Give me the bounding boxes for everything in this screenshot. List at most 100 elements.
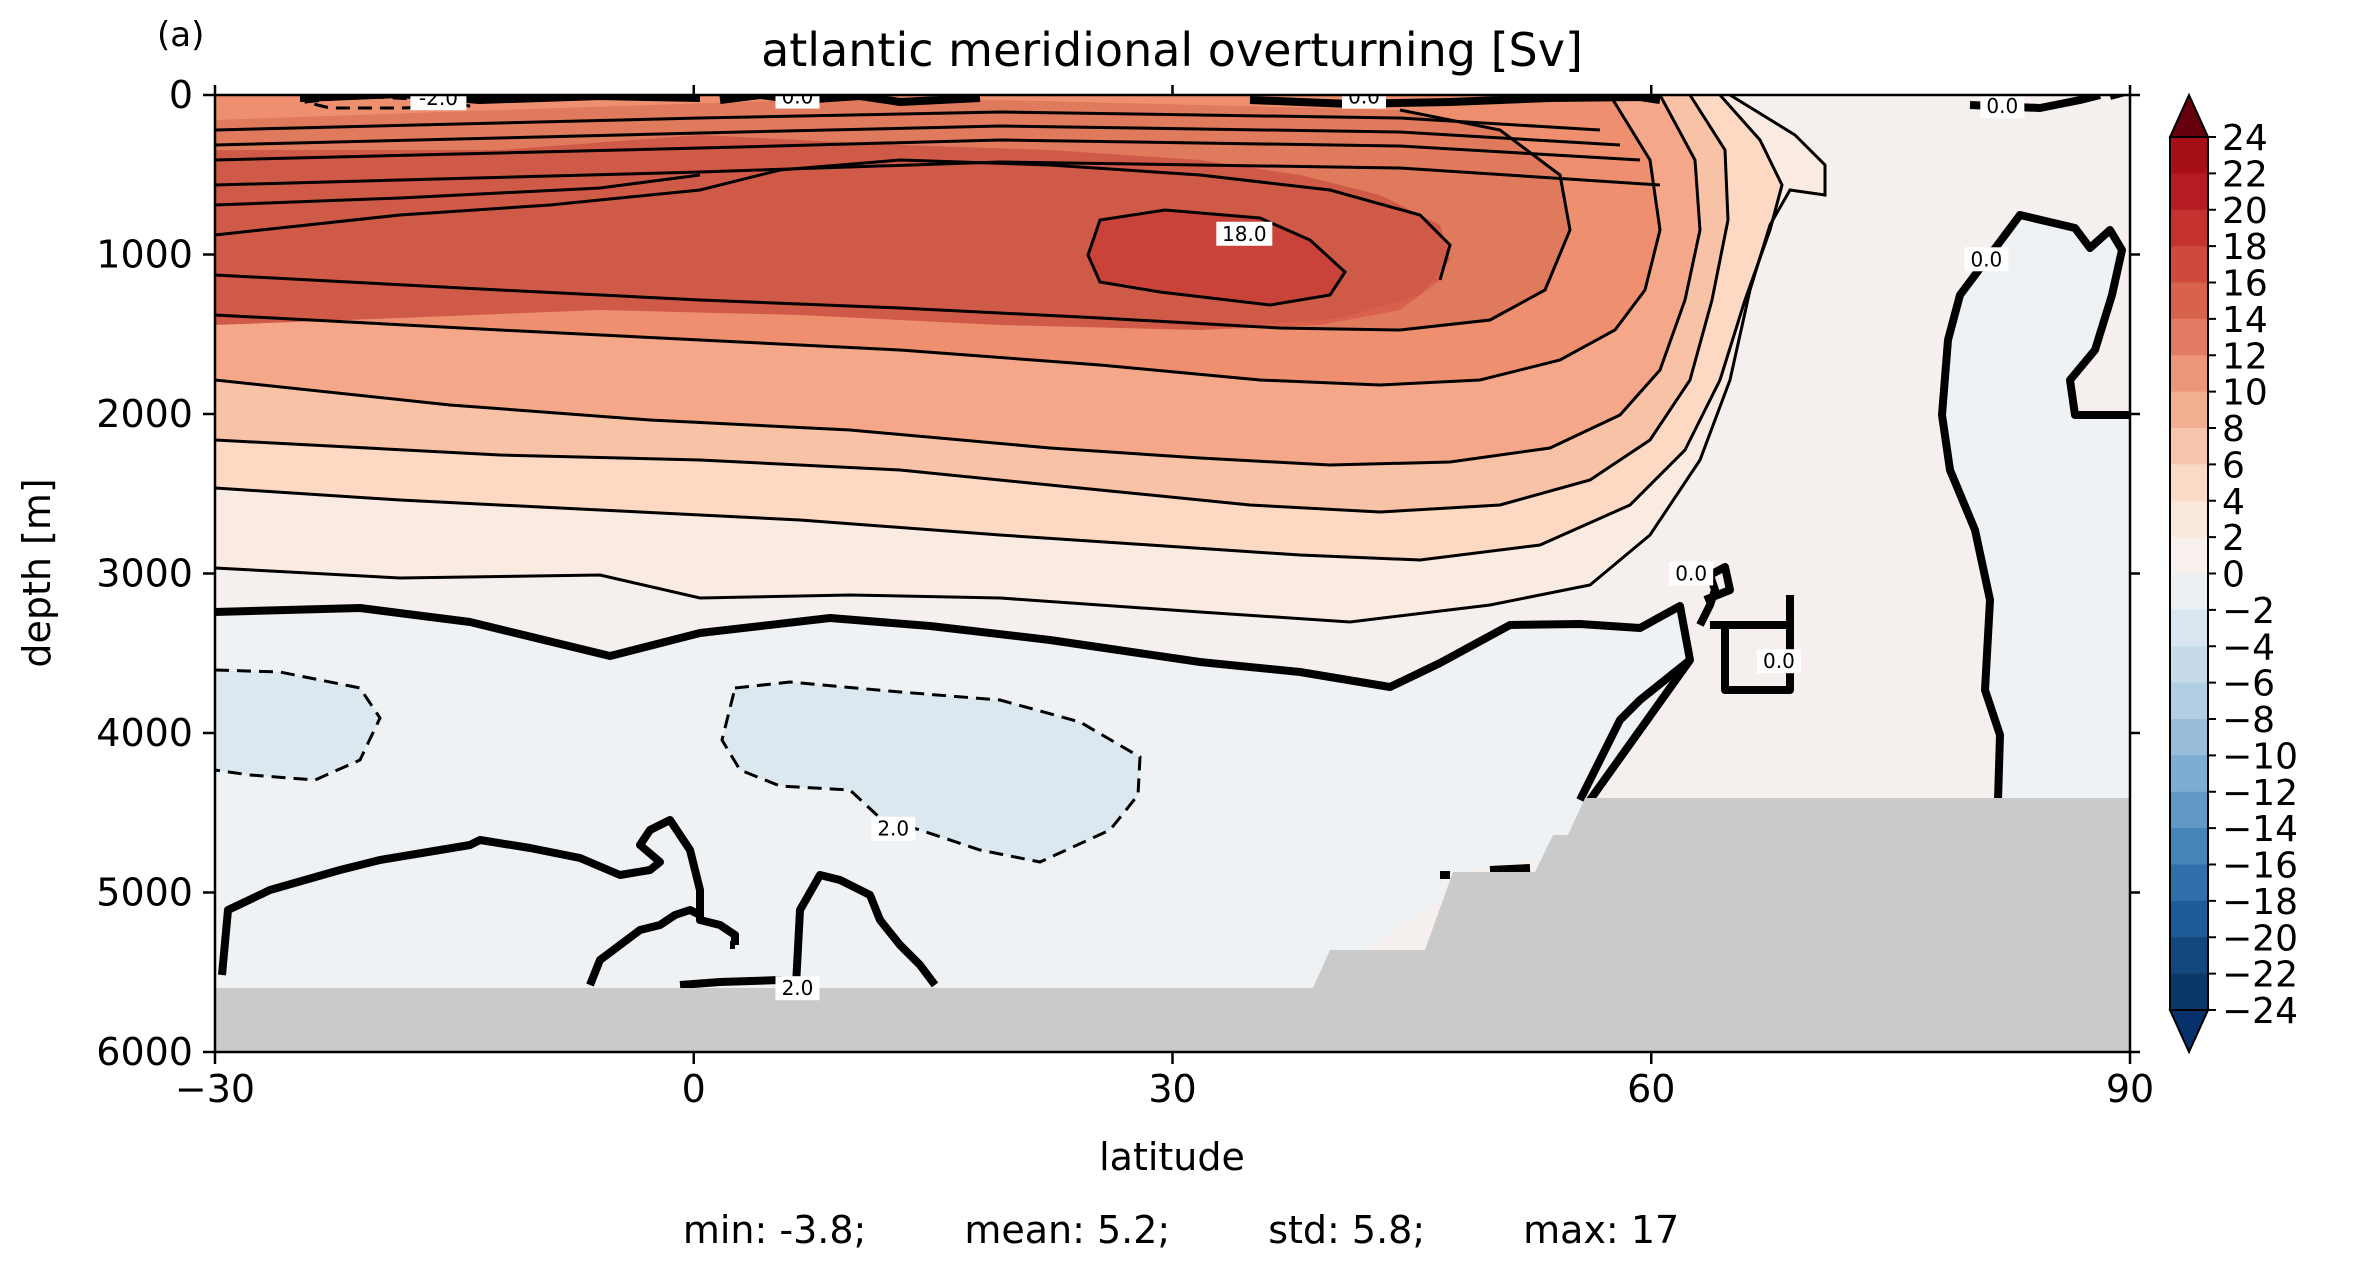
- colorbar-band: [2170, 209, 2208, 247]
- colorbar-tick-label: 18: [2222, 227, 2268, 268]
- colorbar-band: [2170, 428, 2208, 465]
- colorbar-band: [2170, 609, 2208, 647]
- colorbar-band: [2170, 537, 2208, 574]
- svg-text:0.0: 0.0: [1348, 85, 1380, 109]
- colorbar-tick-label: −2: [2222, 591, 2275, 632]
- contour-label: 18.0: [1216, 221, 1273, 246]
- colorbar-band: [2170, 464, 2208, 502]
- colorbar-band: [2170, 791, 2208, 829]
- colorbar-tick-label: −4: [2222, 627, 2275, 668]
- colorbar-band: [2170, 864, 2208, 902]
- colorbar-tick-label: −10: [2222, 736, 2298, 777]
- thin-contour-lines: [215, 95, 1827, 624]
- colorbar-band: [2170, 318, 2208, 356]
- stat-max: max: 17: [1523, 1208, 1680, 1252]
- y-axis: 0 1000 2000 3000 4000 5000 6000: [96, 73, 2140, 1074]
- contour-label: 0.0: [1756, 649, 1801, 674]
- colorbar-tick-label: 24: [2222, 118, 2268, 159]
- colorbar-tick-label: −18: [2222, 882, 2298, 923]
- svg-text:0.0: 0.0: [1763, 649, 1795, 673]
- contour-label: 0.0: [775, 95, 820, 109]
- colorbar-tick-label: 8: [2222, 409, 2245, 450]
- x-tick-label: −30: [175, 1067, 255, 1111]
- contour-labels: -2.0 0.0 0.0 0.0 18.0 0.0 0.0 0.0 2.0 2.…: [410, 85, 2025, 1001]
- deep-negative-patch-central: [722, 682, 1140, 862]
- x-tick-label: 60: [1627, 1067, 1675, 1111]
- svg-text:0.0: 0.0: [1675, 562, 1707, 586]
- stat-mean: mean: 5.2;: [964, 1208, 1171, 1252]
- y-tick-label: 4000: [96, 711, 193, 755]
- colorbar-band: [2170, 500, 2208, 538]
- y-tick-label: 3000: [96, 552, 193, 596]
- svg-text:0.0: 0.0: [1986, 94, 2018, 118]
- land-mask: [215, 798, 2130, 1052]
- colorbar-tick-label: 10: [2222, 373, 2268, 414]
- colorbar-tick-label: −12: [2222, 773, 2298, 814]
- x-axis: −30 0 30 60 90: [175, 85, 2154, 1111]
- colorbar-extend-max: [2168, 92, 2210, 138]
- colorbar: 242220181614121086420−2−4−6−8−10−12−14−1…: [2168, 92, 2298, 1055]
- colorbar-tick-label: 20: [2222, 191, 2268, 232]
- contour-label: 0.0: [1964, 247, 2009, 272]
- x-tick-label: 90: [2106, 1067, 2154, 1111]
- colorbar-tick-label: 14: [2222, 300, 2268, 341]
- colorbar-band: [2170, 937, 2208, 975]
- colorbar-tick-label: −6: [2222, 664, 2275, 705]
- colorbar-band: [2170, 391, 2208, 429]
- x-tick-label: 0: [682, 1067, 706, 1111]
- colorbar-band: [2170, 137, 2208, 174]
- colorbar-tick-label: 16: [2222, 264, 2268, 305]
- x-axis-label: latitude: [1099, 1135, 1245, 1179]
- svg-text:0.0: 0.0: [1970, 247, 2002, 271]
- stat-std: std: 5.8;: [1268, 1208, 1426, 1252]
- y-tick-label: 6000: [96, 1030, 193, 1074]
- colorbar-band: [2170, 573, 2208, 611]
- svg-text:2.0: 2.0: [877, 817, 909, 841]
- colorbar-tick-label: 4: [2222, 482, 2245, 523]
- chart-title: atlantic meridional overturning [Sv]: [761, 23, 1583, 77]
- y-tick-label: 1000: [96, 233, 193, 277]
- colorbar-tick-label: −14: [2222, 809, 2298, 850]
- summary-stats: min: -3.8; mean: 5.2; std: 5.8; max: 17: [0, 1208, 2362, 1258]
- colorbar-band: [2170, 646, 2208, 684]
- colorbar-band: [2170, 828, 2208, 865]
- colorbar-band: [2170, 282, 2208, 320]
- positive-cell-16-18: [1088, 210, 1345, 305]
- stat-min: min: -3.8;: [682, 1208, 867, 1252]
- colorbar-tick-label: −20: [2222, 918, 2298, 959]
- colorbar-tick-label: −8: [2222, 700, 2275, 741]
- svg-text:-2.0: -2.0: [419, 86, 458, 110]
- y-axis-label: depth [m]: [15, 478, 59, 667]
- svg-text:2.0: 2.0: [782, 976, 814, 1000]
- colorbar-tick-label: −24: [2222, 991, 2298, 1032]
- plot-area: -2.0 0.0 0.0 0.0 18.0 0.0 0.0 0.0 2.0 2.…: [215, 85, 2130, 1052]
- colorbar-tick-label: 2: [2222, 518, 2245, 559]
- colorbar-tick-label: 0: [2222, 555, 2245, 596]
- colorbar-band: [2170, 682, 2208, 720]
- contour-label: 2.0: [775, 976, 820, 1001]
- zero-contour-lines: [215, 95, 2130, 989]
- contour-label: 0.0: [1980, 94, 2025, 119]
- x-tick-label: 30: [1148, 1067, 1196, 1111]
- panel-label: (a): [157, 15, 204, 55]
- colorbar-band: [2170, 719, 2208, 756]
- colorbar-tick-label: 12: [2222, 336, 2268, 377]
- colorbar-band: [2170, 355, 2208, 393]
- contour-label: -2.0: [410, 86, 467, 111]
- y-tick-label: 2000: [96, 392, 193, 436]
- y-tick-label: 5000: [96, 871, 193, 915]
- colorbar-band: [2170, 755, 2208, 793]
- colorbar-tick-label: 6: [2222, 445, 2245, 486]
- colorbar-band: [2170, 173, 2208, 211]
- colorbar-band: [2170, 246, 2208, 283]
- colorbar-tick-label: −16: [2222, 846, 2298, 887]
- svg-text:18.0: 18.0: [1222, 222, 1267, 246]
- colorbar-extend-min: [2168, 1009, 2210, 1055]
- colorbar-tick-label: 22: [2222, 154, 2268, 195]
- contour-label: 0.0: [1342, 85, 1386, 109]
- colorbar-band: [2170, 973, 2208, 1011]
- contour-label: 2.0: [871, 816, 916, 841]
- deep-negative-patch-west: [215, 670, 380, 780]
- colorbar-tick-label: −22: [2222, 955, 2298, 996]
